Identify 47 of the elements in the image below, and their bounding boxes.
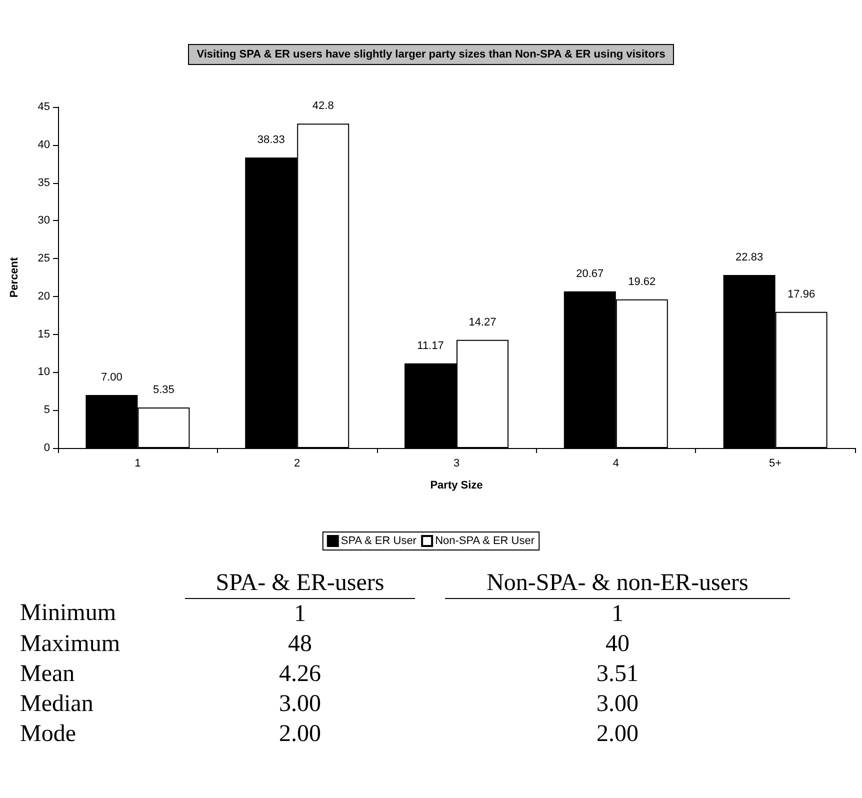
data-label: 19.62 [628,276,656,288]
text: 1 [294,600,306,626]
x-tick-label: 4 [612,458,619,470]
y-tick-label: 0 [44,442,50,454]
data-label: 14.27 [468,316,496,328]
legend-label: SPA & ER User [340,535,417,547]
category-label: SPA- & ER-users [185,568,415,598]
chart-title: Visiting SPA & ER users have slightly larger party sizes than Non-SPA & ER using visitors [196,48,666,60]
text: 4.26 [279,660,321,686]
data-label: 38.33 [257,134,285,146]
text: 3.51 [596,660,638,686]
x-tick-label: 5+ [769,458,782,470]
category-label: Non-SPA- & non-ER-users [445,568,790,598]
legend-label: Non-SPA & ER User [435,535,535,547]
x-tick-label: 2 [294,458,300,470]
y-tick-label: 40 [38,138,50,151]
y-axis-title: Percent [8,256,20,298]
text: 48 [288,630,312,656]
category-label: Maximum [20,630,120,656]
text: 2.00 [596,720,638,746]
y-tick-label: 45 [38,101,50,113]
text: 3.00 [596,690,638,716]
y-tick-label: 30 [38,214,50,227]
data-label: 5.35 [152,384,174,396]
data-label: 42.8 [312,100,334,112]
category-label: Mean [20,660,75,686]
x-axis-title: Party Size [430,480,483,492]
data-label: 11.17 [417,340,444,352]
category-label: Minimum [20,600,116,626]
y-tick-label: 20 [38,290,50,302]
y-tick-label: 5 [44,404,50,416]
data-label: 22.83 [736,252,764,264]
text: 1 [612,600,624,626]
category-label: Mode [20,720,76,746]
text: 2.00 [279,720,321,746]
text: 3.00 [279,690,321,716]
data-label: 17.96 [788,288,816,300]
y-tick-label: 25 [38,252,50,265]
x-tick-label: 1 [134,458,141,470]
category-label: Median [20,690,94,716]
y-tick-label: 10 [38,366,50,378]
x-tick-label: 3 [453,458,460,470]
data-label: 20.67 [576,268,604,280]
text: 40 [606,630,630,656]
data-label: 7.00 [100,371,122,384]
y-tick-label: 15 [38,328,50,340]
y-tick-label: 35 [38,176,50,189]
